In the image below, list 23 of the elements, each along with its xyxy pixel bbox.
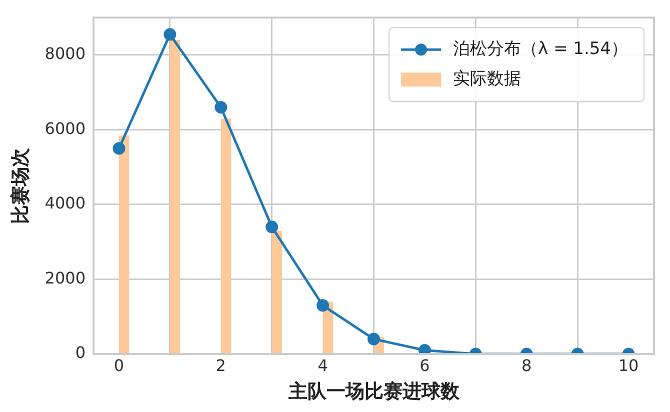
x-tick-label: 8	[522, 356, 532, 375]
legend-label: 实际数据	[453, 69, 522, 90]
x-tick-label: 10	[618, 356, 639, 375]
point	[266, 220, 278, 234]
bar	[272, 230, 282, 354]
x-tick-label: 0	[114, 356, 124, 375]
legend-label: 泊松分布（λ = 1.54）	[453, 39, 628, 60]
x-tick-label: 4	[318, 356, 328, 375]
point	[214, 101, 228, 114]
x-axis-title: 主队一场比赛进球数	[287, 380, 460, 403]
bar	[170, 40, 180, 354]
y-tick-label: 8000	[44, 44, 86, 64]
y-tick-label: 4000	[44, 194, 86, 213]
y-tick-label: 2000	[44, 268, 86, 288]
x-tick-label: 6	[420, 356, 430, 375]
point	[112, 142, 126, 155]
point	[164, 28, 176, 41]
y-tick-label: 6000	[44, 118, 86, 138]
bar	[220, 118, 232, 354]
x-tick-label: 2	[216, 356, 226, 375]
bar	[118, 135, 130, 354]
y-axis-title: 比赛场次	[9, 146, 32, 224]
y-tick-label: 0	[75, 343, 86, 362]
